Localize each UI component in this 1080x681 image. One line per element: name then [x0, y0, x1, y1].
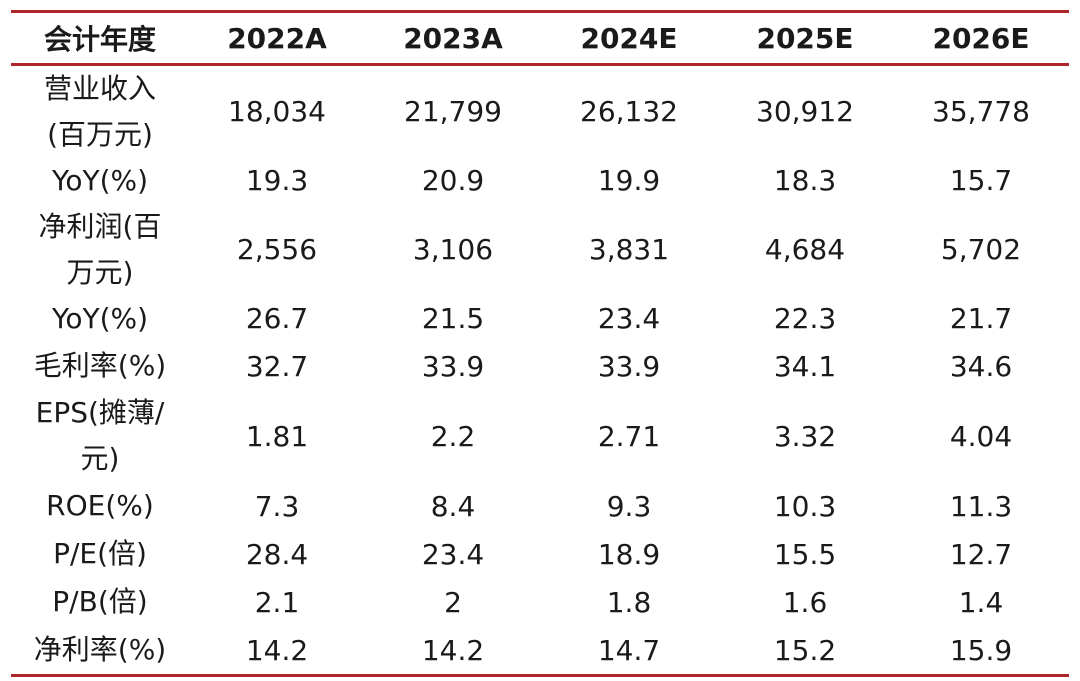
row-label: YoY(%): [51, 301, 149, 335]
table-cell: 2,556: [236, 233, 318, 266]
table-row-net-profit: 净利润(百 万元) 2,556 3,106 3,831 4,684 5,702: [11, 204, 1069, 295]
row-label-line: EPS(摊薄/: [35, 396, 165, 429]
table-row-roe: ROE(%) 7.3 8.4 9.3 10.3 11.3: [11, 482, 1069, 530]
top-rule: [11, 10, 1069, 13]
table-cell: 21.7: [949, 302, 1013, 335]
row-label-line: (百万元): [47, 117, 153, 151]
row-label: 毛利率(%): [33, 349, 167, 382]
table-cell: 26.7: [245, 302, 309, 335]
table-cell: 26,132: [580, 95, 678, 128]
table-cell: 22.3: [773, 302, 837, 335]
table-cell: 33.9: [421, 349, 485, 383]
table-cell: 7.3: [254, 489, 300, 523]
table-cell: 14.2: [421, 633, 485, 667]
row-label-line: 净利润(百: [38, 209, 162, 243]
table-row-eps: EPS(摊薄/ 元) 1.81 2.2 2.71 3.32 4.04: [11, 390, 1069, 482]
table-cell: 4,684: [764, 233, 846, 266]
table-row-pb: P/B(倍) 2.1 2 1.8 1.6 1.4: [11, 578, 1069, 626]
row-label-line: 元): [80, 442, 120, 475]
table-cell: 1.8: [606, 585, 652, 619]
header-cell-2022a: 2022A: [227, 21, 327, 55]
header-cell-2026e: 2026E: [932, 21, 1030, 55]
table-cell: 18,034: [228, 95, 326, 128]
table-cell: 21,799: [404, 95, 502, 128]
table-cell: 1.6: [782, 585, 828, 619]
table-row-revenue-yoy: YoY(%) 19.3 20.9 19.9 18.3 15.7: [11, 157, 1069, 204]
table-cell: 1.4: [958, 585, 1004, 619]
table-cell: 18.9: [597, 537, 661, 571]
row-label: ROE(%): [46, 489, 154, 522]
table-cell: 19.9: [597, 164, 661, 197]
row-label: 净利润(百 万元): [11, 204, 189, 296]
bottom-rule: [11, 674, 1069, 677]
table-row-gross-margin: 毛利率(%) 32.7 33.9 33.9 34.1 34.6: [11, 342, 1069, 390]
table-row-revenue: 营业收入 (百万元) 18,034 21,799 26,132 30,912 3…: [11, 66, 1069, 157]
table-cell: 4.04: [949, 419, 1013, 453]
table-cell: 9.3: [606, 489, 652, 523]
table-cell: 15.9: [949, 633, 1013, 667]
table-row-pe: P/E(倍) 28.4 23.4 18.9 15.5 12.7: [11, 530, 1069, 578]
table-cell: 3.32: [773, 419, 837, 453]
table-cell: 14.2: [245, 633, 309, 667]
table-cell: 1.81: [245, 419, 309, 453]
table-row-net-margin: 净利率(%) 14.2 14.2 14.7 15.2 15.9: [11, 626, 1069, 674]
table-cell: 23.4: [421, 537, 485, 571]
row-label-line: 营业收入: [43, 71, 156, 105]
table-cell: 2.2: [430, 419, 476, 453]
table-cell: 8.4: [430, 489, 476, 523]
financial-forecast-table: 会计年度 2022A 2023A 2024E 2025E 2026E 营业收入 …: [11, 10, 1069, 677]
row-label: P/B(倍): [52, 585, 148, 618]
header-cell-2024e: 2024E: [580, 21, 678, 55]
table-cell: 2.71: [597, 419, 661, 453]
table-cell: 11.3: [949, 489, 1013, 523]
table-cell: 12.7: [949, 537, 1013, 571]
table-cell: 15.2: [773, 633, 837, 667]
table-cell: 19.3: [245, 164, 309, 197]
table-cell: 3,106: [412, 233, 494, 266]
header-row: 会计年度 2022A 2023A 2024E 2025E 2026E: [11, 13, 1069, 63]
table-cell: 32.7: [245, 349, 309, 383]
table-cell: 33.9: [597, 349, 661, 383]
table-cell: 3,831: [588, 233, 670, 266]
header-cell-fiscal-year: 会计年度: [43, 23, 156, 56]
header-cell-2023a: 2023A: [403, 21, 503, 55]
table-cell: 34.6: [949, 349, 1013, 383]
table-cell: 34.1: [773, 349, 837, 383]
table-cell: 18.3: [773, 164, 837, 197]
row-label-line: 万元): [66, 255, 134, 289]
table-cell: 2: [444, 585, 462, 619]
row-label: P/E(倍): [53, 537, 147, 570]
table-cell: 35,778: [932, 95, 1030, 128]
table-cell: 15.5: [773, 537, 837, 571]
header-rule: [11, 63, 1069, 66]
table-cell: 20.9: [421, 164, 485, 197]
row-label: EPS(摊薄/ 元): [11, 390, 189, 482]
row-label: YoY(%): [51, 163, 149, 197]
table-cell: 14.7: [597, 633, 661, 667]
table-cell: 15.7: [949, 164, 1013, 197]
table-cell: 5,702: [940, 233, 1022, 266]
table-cell: 30,912: [756, 95, 854, 128]
table-cell: 2.1: [254, 585, 300, 619]
row-label: 净利率(%): [33, 633, 167, 666]
table-cell: 10.3: [773, 489, 837, 523]
table-row-net-profit-yoy: YoY(%) 26.7 21.5 23.4 22.3 21.7: [11, 295, 1069, 342]
row-label: 营业收入 (百万元): [11, 66, 189, 158]
header-cell-2025e: 2025E: [756, 21, 854, 55]
table-cell: 23.4: [597, 302, 661, 335]
table-cell: 21.5: [421, 302, 485, 335]
table-cell: 28.4: [245, 537, 309, 571]
